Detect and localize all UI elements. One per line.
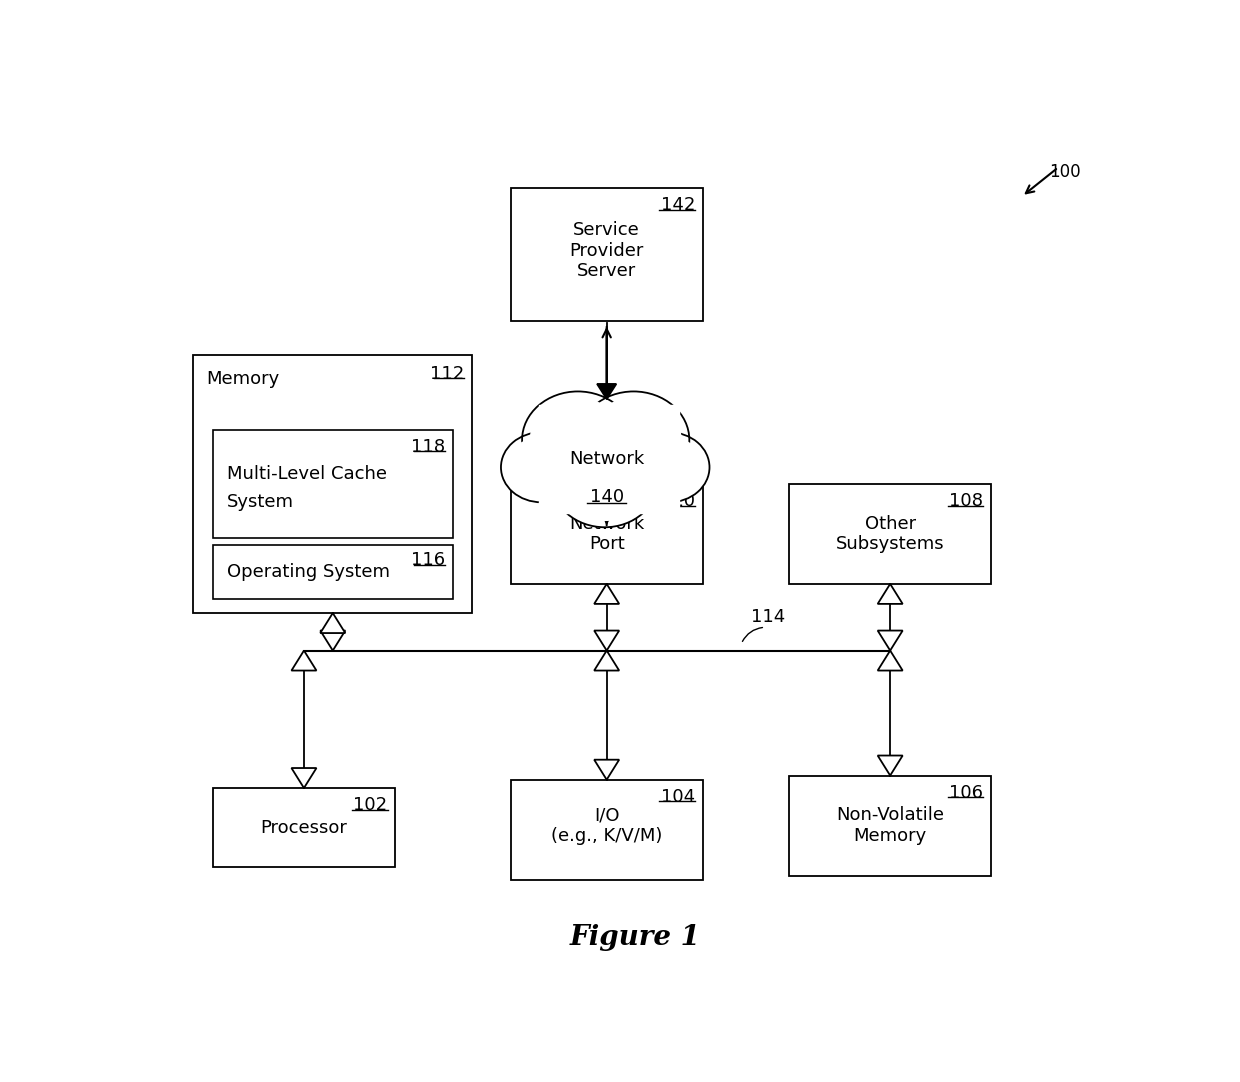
Polygon shape <box>594 650 619 671</box>
Text: 118: 118 <box>412 438 445 457</box>
Text: 112: 112 <box>430 365 465 383</box>
Bar <box>213 544 453 599</box>
Bar <box>789 776 991 875</box>
Text: Non-Volatile
Memory: Non-Volatile Memory <box>836 806 944 845</box>
Bar <box>511 188 703 321</box>
Text: Operating System: Operating System <box>227 563 391 581</box>
Polygon shape <box>594 760 619 780</box>
Text: 102: 102 <box>353 796 388 815</box>
Polygon shape <box>878 584 903 604</box>
Polygon shape <box>291 768 316 788</box>
Bar <box>213 788 396 867</box>
Text: Network: Network <box>569 450 645 467</box>
Circle shape <box>501 433 582 502</box>
Text: 142: 142 <box>661 197 696 214</box>
Bar <box>213 430 453 538</box>
Circle shape <box>629 433 709 502</box>
Polygon shape <box>587 398 681 480</box>
Bar <box>511 780 703 880</box>
Polygon shape <box>507 437 575 497</box>
Polygon shape <box>291 650 316 671</box>
Text: 110: 110 <box>661 492 696 511</box>
Text: 108: 108 <box>950 492 983 511</box>
Polygon shape <box>320 631 345 650</box>
Polygon shape <box>596 384 616 399</box>
Polygon shape <box>878 650 903 671</box>
Text: Other
Subsystems: Other Subsystems <box>836 515 945 553</box>
Circle shape <box>522 392 634 488</box>
Text: Multi-Level Cache: Multi-Level Cache <box>227 465 387 483</box>
Text: 116: 116 <box>412 552 445 569</box>
Polygon shape <box>531 398 625 480</box>
Text: System: System <box>227 493 294 512</box>
Polygon shape <box>320 613 345 633</box>
Text: I/O
(e.g., K/V/M): I/O (e.g., K/V/M) <box>551 806 662 845</box>
Text: 114: 114 <box>751 608 785 625</box>
Circle shape <box>552 436 657 527</box>
Text: Figure 1: Figure 1 <box>570 924 701 951</box>
Text: 140: 140 <box>589 488 624 506</box>
Circle shape <box>578 392 689 488</box>
Text: 106: 106 <box>950 783 983 802</box>
Text: 100: 100 <box>1049 163 1080 181</box>
Bar <box>193 355 472 613</box>
Bar <box>511 484 703 584</box>
Text: Memory: Memory <box>206 370 279 387</box>
Polygon shape <box>878 631 903 650</box>
Bar <box>789 484 991 584</box>
Text: Processor: Processor <box>260 819 347 836</box>
Text: Network
Port: Network Port <box>569 515 645 553</box>
Polygon shape <box>635 437 703 497</box>
Polygon shape <box>559 443 650 520</box>
Polygon shape <box>539 405 678 513</box>
Polygon shape <box>594 584 619 604</box>
Text: Service
Provider
Server: Service Provider Server <box>569 221 644 280</box>
Polygon shape <box>594 631 619 650</box>
Polygon shape <box>878 755 903 776</box>
Text: 104: 104 <box>661 788 696 806</box>
